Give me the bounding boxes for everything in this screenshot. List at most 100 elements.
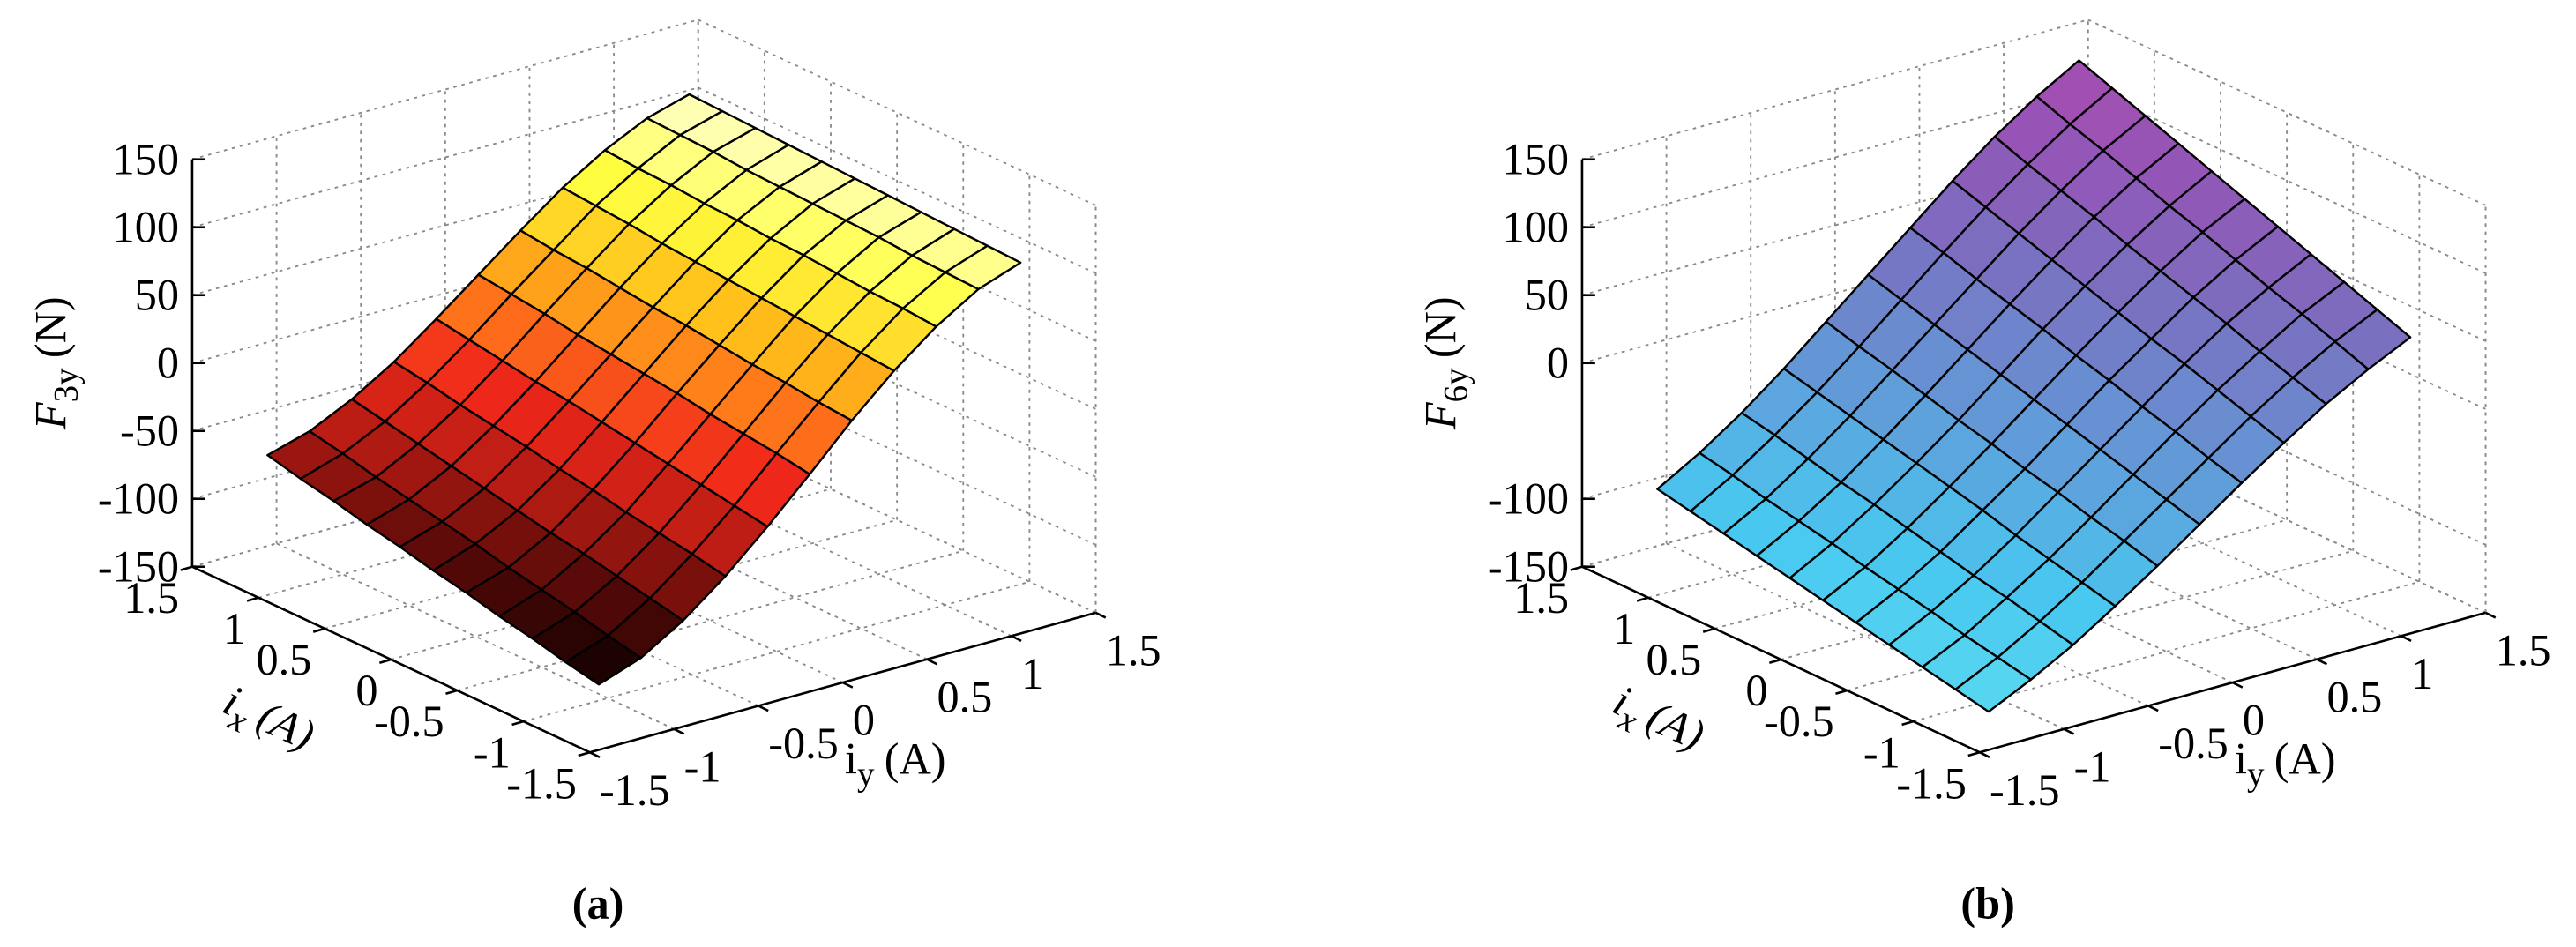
x-tick-label: -1.5 <box>1896 758 1967 808</box>
z-tick-label: 50 <box>135 270 179 319</box>
z-axis-label: F6y (N) <box>1416 296 1475 430</box>
x-tick-label: -0.5 <box>374 697 444 746</box>
y-axis-label-sub: y <box>2247 755 2265 793</box>
z-tick-label: 50 <box>1525 270 1569 319</box>
x-tick <box>578 750 591 757</box>
x-tick-label: -1 <box>474 727 511 777</box>
x-tick <box>1570 565 1583 571</box>
y-tick <box>842 681 854 689</box>
y-axis-label-unit: (A) <box>885 734 946 783</box>
grid-line <box>191 19 698 160</box>
caption: (b) <box>1960 878 2014 928</box>
x-axis-label: ix(A) <box>1602 675 1712 769</box>
y-tick-label: 1.5 <box>2496 625 2551 675</box>
grid-line <box>391 518 898 660</box>
x-tick <box>445 689 458 696</box>
x-axis-label-unit: (A) <box>1640 691 1713 760</box>
z-tick-label: 100 <box>113 202 179 251</box>
y-tick-label: 0.5 <box>2326 672 2382 721</box>
y-tick-label: 1.5 <box>1106 625 1161 675</box>
x-tick <box>1967 750 1981 757</box>
x-tick-label: 0 <box>355 666 377 715</box>
z-tick-label: -150 <box>98 541 179 591</box>
z-axis-label-unit: (N) <box>26 296 76 358</box>
y-tick <box>1094 611 1107 619</box>
y-tick-label: -1.5 <box>600 765 670 815</box>
y-tick <box>589 751 601 758</box>
y-tick <box>2063 727 2075 735</box>
x-tick-label: 1 <box>223 604 245 653</box>
y-axis-label: iy (A) <box>2235 734 2336 793</box>
y-tick <box>2316 658 2328 666</box>
x-tick <box>511 720 524 727</box>
x-tick <box>1835 689 1848 696</box>
surface-chart: -150-100-50050100150-1.5-1-0.500.511.5-1… <box>26 19 1161 928</box>
y-tick-label: -1.5 <box>1990 765 2060 815</box>
grid-line <box>523 580 1030 723</box>
x-tick-label: 1.5 <box>123 573 179 623</box>
grid-line <box>1781 518 2288 660</box>
grid-line <box>1913 580 2420 723</box>
z-tick-label: 100 <box>1503 202 1569 251</box>
y-tick-label: 0 <box>853 696 875 745</box>
y-tick-label: 0.5 <box>937 672 992 721</box>
grid-line <box>457 549 964 691</box>
y-axis-label-main: i <box>2235 734 2247 783</box>
z-axis-label-main: F <box>26 401 76 430</box>
z-tick-label: 150 <box>1503 134 1569 183</box>
y-tick-label: 1 <box>1021 649 1043 698</box>
x-tick <box>1768 658 1781 664</box>
x-tick-label: 0 <box>1745 666 1767 715</box>
y-axis-label-unit: (A) <box>2274 734 2336 783</box>
y-tick-label: -1 <box>684 742 721 791</box>
y-axis-label: iy (A) <box>845 734 946 793</box>
x-tick <box>246 596 259 602</box>
x-tick <box>1901 720 1914 727</box>
z-axis-label-main: F <box>1416 401 1466 430</box>
x-tick <box>378 658 392 664</box>
surface-chart: -150-100050100150-1.5-1-0.500.511.5-1.5-… <box>1416 19 2551 928</box>
z-tick-label: -50 <box>120 406 179 455</box>
grid-line <box>1581 19 2088 160</box>
x-tick <box>1636 596 1649 602</box>
y-tick-label: 0 <box>2243 696 2265 745</box>
x-tick-label: -1.5 <box>506 758 577 808</box>
z-axis-label: F3y (N) <box>26 296 86 430</box>
x-tick-label: 1 <box>1613 604 1635 653</box>
z-tick-label: 0 <box>1547 338 1569 387</box>
surface-face <box>564 634 643 686</box>
caption: (a) <box>572 878 624 928</box>
x-tick-label: 1.5 <box>1513 573 1569 623</box>
z-axis-label-sub: 6y <box>1437 368 1475 403</box>
x-tick <box>312 627 325 633</box>
y-tick <box>673 727 685 735</box>
x-tick <box>180 565 193 571</box>
x-axis-label-unit: (A) <box>250 691 323 760</box>
y-tick <box>2484 611 2497 619</box>
z-tick-label: -100 <box>98 474 179 523</box>
y-tick-label: -0.5 <box>768 719 839 768</box>
x-tick-label: -0.5 <box>1764 697 1834 746</box>
y-tick <box>1979 751 1990 758</box>
z-axis-label-sub: 3y <box>48 368 86 403</box>
x-axis-label: ix(A) <box>212 675 322 769</box>
y-tick-label: -1 <box>2074 742 2111 791</box>
y-tick <box>926 658 938 666</box>
y-tick-label: 1 <box>2411 649 2433 698</box>
y-axis-label-sub: y <box>857 755 875 793</box>
y-tick <box>1011 635 1022 643</box>
z-tick-label: 150 <box>113 134 179 183</box>
surface-face <box>1954 656 2033 713</box>
x-tick <box>1702 627 1715 633</box>
grid-line <box>1847 549 2354 691</box>
z-tick-label: -100 <box>1488 474 1569 523</box>
y-axis-label-main: i <box>845 734 857 783</box>
x-tick-label: -1 <box>1863 727 1900 777</box>
y-tick-label: -0.5 <box>2158 719 2229 768</box>
y-tick <box>2232 681 2244 689</box>
z-axis-label-unit: (N) <box>1416 296 1466 358</box>
x-tick-label: 0.5 <box>256 635 311 684</box>
z-tick-label: -150 <box>1488 541 1569 591</box>
